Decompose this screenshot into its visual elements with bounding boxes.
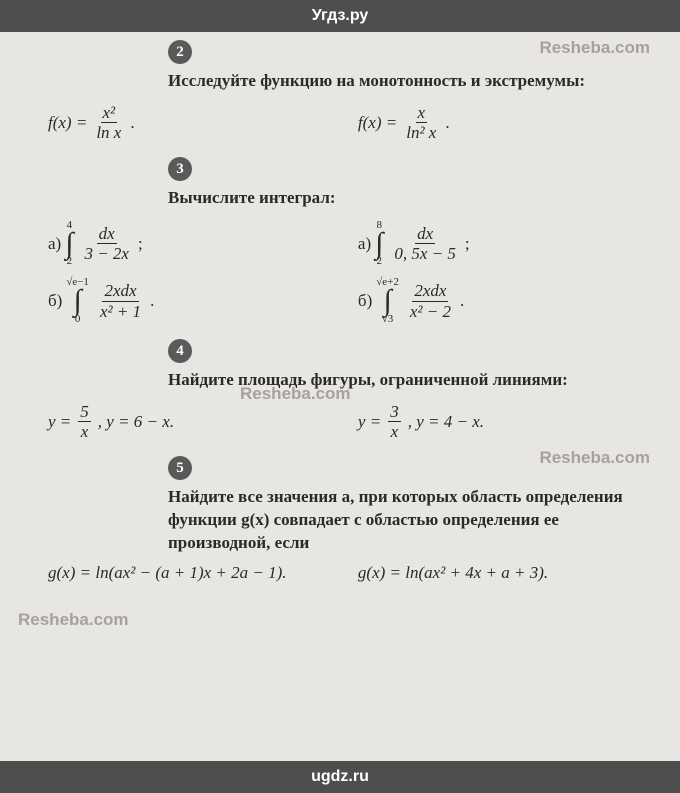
p2-left-dot: . — [130, 113, 134, 133]
p3-rb-num: 2xdx — [412, 281, 448, 302]
integral-icon: ∫ — [383, 288, 391, 314]
problem-2-right: f(x) = x ln² x . — [358, 103, 644, 143]
p3-lb-dot: . — [150, 291, 154, 311]
problem-4: 4 Найдите площадь фигуры, ограниченной л… — [48, 339, 644, 442]
p2-right-den: ln² x — [404, 123, 438, 143]
p3-la-semi: ; — [138, 234, 143, 254]
p2-right-dot: . — [445, 113, 449, 133]
problem-2-left: f(x) = x² ln x . — [48, 103, 334, 143]
page-content: Resheba.com Resheba.com Resheba.com Resh… — [0, 32, 680, 761]
p3-ra-lower: 2 — [377, 256, 383, 267]
p4-r-num: 3 — [388, 402, 401, 423]
p3-ra-num: dx — [415, 224, 435, 245]
header-text: Угдз.ру — [312, 7, 369, 24]
p2-left-num: x² — [101, 103, 118, 124]
p4-r-y2: , y = 4 − x. — [408, 412, 484, 432]
p2-right-num: x — [416, 103, 428, 124]
header-bar: Угдз.ру — [0, 0, 680, 32]
integral-icon: ∫ — [65, 231, 73, 257]
problem-number-5: 5 — [168, 456, 192, 480]
problem-2: 2 Исследуйте функцию на монотонность и э… — [48, 40, 644, 143]
p4-r-y1: y = — [358, 412, 381, 432]
p3-a-label-r: а) — [358, 234, 371, 254]
p3-a-right: а) 8 ∫ 2 dx 0, 5x − 5 ; — [358, 220, 644, 268]
p4-left: y = 5 x , y = 6 − x. — [48, 402, 334, 442]
p4-r-den: x — [389, 422, 401, 442]
p3-rb-lower: √3 — [382, 314, 394, 325]
p3-b-right: б) √e+2 ∫ √3 2xdx x² − 2 . — [358, 277, 644, 325]
p3-a-left: а) 4 ∫ 2 dx 3 − 2x ; — [48, 220, 334, 268]
p3-a-label-l: а) — [48, 234, 61, 254]
integral-icon: ∫ — [375, 231, 383, 257]
problem-number-2: 2 — [168, 40, 192, 64]
p2-right-prefix: f(x) = — [358, 113, 397, 133]
watermark-3: Resheba.com — [18, 610, 129, 630]
p3-b-left: б) √e−1 ∫ 0 2xdx x² + 1 . — [48, 277, 334, 325]
p3-b-label-l: б) — [48, 291, 62, 311]
p3-lb-num: 2xdx — [102, 281, 138, 302]
p3-b-label-r: б) — [358, 291, 372, 311]
p3-la-lower: 2 — [67, 256, 73, 267]
problem-2-prompt: Исследуйте функцию на монотонность и экс… — [168, 70, 644, 93]
p3-la-num: dx — [97, 224, 117, 245]
problem-4-prompt: Найдите площадь фигуры, ограниченной лин… — [168, 369, 644, 392]
p5-left: g(x) = ln(ax² − (a + 1)x + 2a − 1). — [48, 563, 334, 583]
p3-ra-semi: ; — [465, 234, 470, 254]
p2-left-prefix: f(x) = — [48, 113, 87, 133]
p3-la-den: 3 − 2x — [82, 244, 131, 264]
problem-5-prompt: Найдите все значения a, при которых обла… — [168, 486, 644, 555]
footer-bar: ugdz.ru — [0, 761, 680, 793]
problem-number-4: 4 — [168, 339, 192, 363]
problem-3-prompt: Вычислите интеграл: — [168, 187, 644, 210]
problem-5: 5 Найдите все значения a, при которых об… — [48, 456, 644, 583]
p2-left-den: ln x — [94, 123, 123, 143]
p3-lb-den: x² + 1 — [98, 302, 143, 322]
p3-ra-den: 0, 5x − 5 — [392, 244, 458, 264]
p3-lb-lower: 0 — [75, 314, 81, 325]
p4-l-y1: y = — [48, 412, 71, 432]
integral-icon: ∫ — [74, 288, 82, 314]
p4-right: y = 3 x , y = 4 − x. — [358, 402, 644, 442]
p5-right: g(x) = ln(ax² + 4x + a + 3). — [358, 563, 644, 583]
p4-l-y2: , y = 6 − x. — [98, 412, 174, 432]
p3-rb-den: x² − 2 — [408, 302, 453, 322]
problem-number-3: 3 — [168, 157, 192, 181]
p4-l-num: 5 — [78, 402, 91, 423]
p3-rb-dot: . — [460, 291, 464, 311]
p4-l-den: x — [79, 422, 91, 442]
footer-text: ugdz.ru — [311, 768, 369, 785]
problem-3: 3 Вычислите интеграл: а) 4 ∫ 2 dx 3 − 2x… — [48, 157, 644, 325]
